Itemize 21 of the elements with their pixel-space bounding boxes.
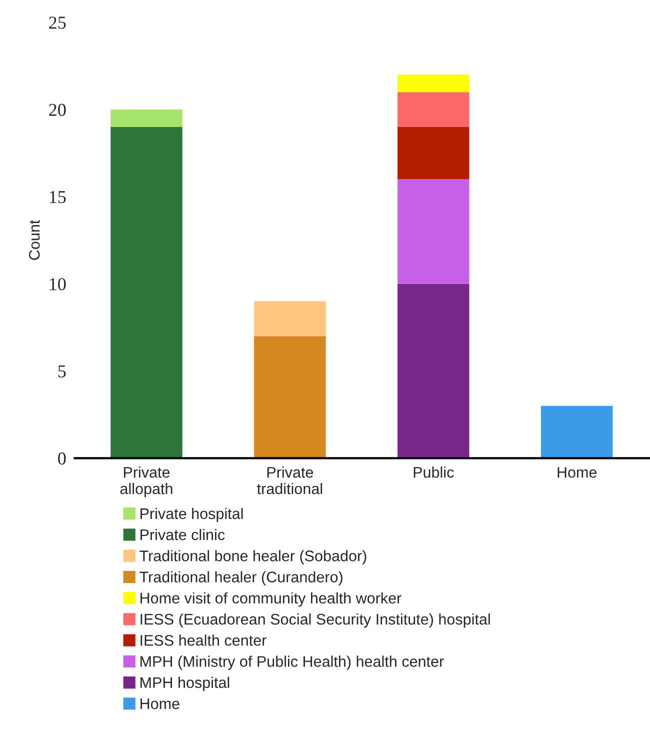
y-axis-title: Count: [28, 220, 40, 260]
x-tick-label: Private traditional: [257, 466, 322, 494]
legend-label: MPH hospital: [140, 676, 230, 692]
legend-label: Home: [140, 698, 180, 710]
y-tick-label: 5: [58, 365, 66, 378]
x-tick-label: Private allopath: [120, 466, 172, 498]
legend-label: Private clinic: [140, 528, 225, 540]
y-tick-label: 0: [58, 452, 66, 465]
legend-label: Private hospital: [140, 508, 243, 522]
legend-label: Home visit of community health worker: [140, 592, 402, 607]
y-tick-label: 10: [50, 278, 66, 290]
y-tick-label: 20: [49, 104, 66, 116]
y-tick-label: 15: [50, 191, 66, 204]
legend-label: MPH (Ministry of Public Health) health center: [140, 656, 444, 670]
x-tick-label: Home: [558, 467, 597, 478]
x-tick-label: Public: [414, 466, 454, 478]
legend-label: Traditional bone healer (Sobador): [140, 550, 366, 564]
y-tick-label: 25: [49, 16, 66, 29]
legend-label: IESS health center: [140, 634, 266, 646]
legend-label: IESS (Ecuadorean Social Security Institute) hospital: [140, 613, 490, 628]
legend-label: Traditional healer (Curandero): [140, 571, 342, 586]
